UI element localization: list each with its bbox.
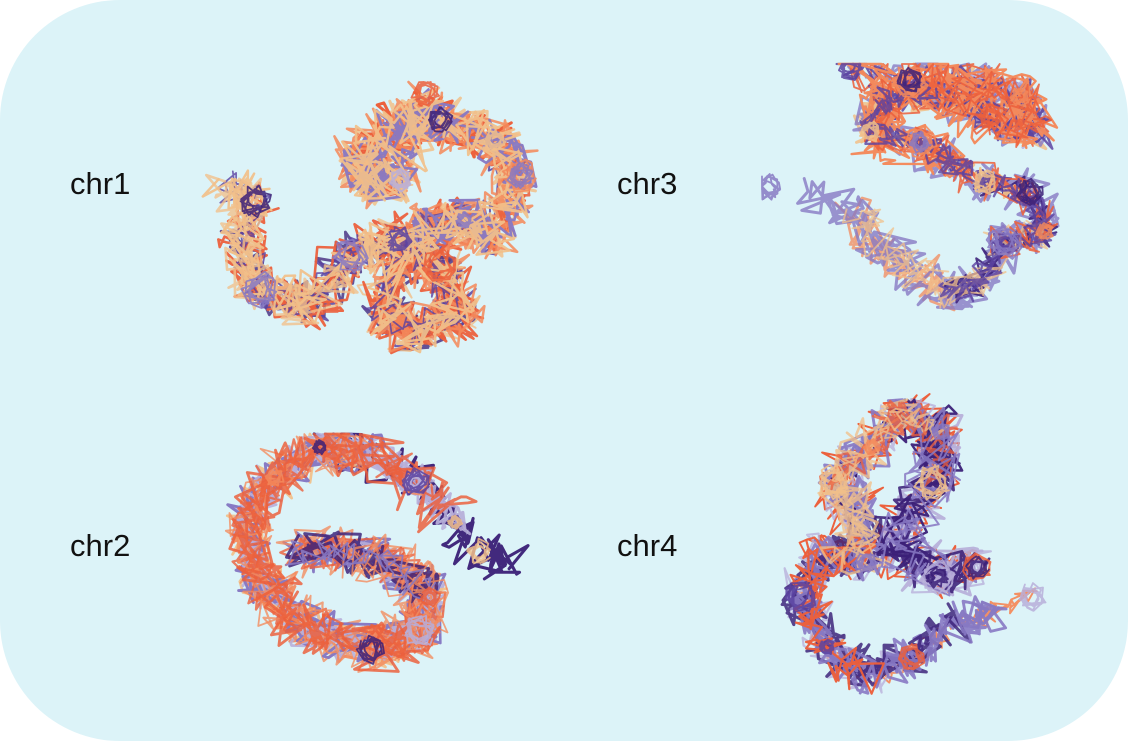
chromatin-globule xyxy=(428,106,454,133)
chr4-3d-structure xyxy=(780,393,1047,695)
chromatin-globule xyxy=(1009,87,1029,107)
chromatin-globule xyxy=(1018,582,1047,612)
chromatin-globule xyxy=(388,167,412,193)
chromatin-globule xyxy=(419,586,441,608)
chromatin-globule xyxy=(761,173,782,201)
chromatin-globule xyxy=(311,439,327,456)
chromatin-globule xyxy=(264,467,285,487)
chromatin-globule xyxy=(862,438,881,456)
chromatin-globule xyxy=(785,580,816,613)
chr1-label: chr1 xyxy=(70,166,131,201)
chromatin-globule xyxy=(977,102,1004,131)
chromatin-globule xyxy=(355,634,385,665)
chromatin-globule xyxy=(421,247,457,283)
chromatin-globule xyxy=(466,537,491,565)
chromatin-globule xyxy=(506,161,535,190)
chromatin-fiber-strand xyxy=(875,414,962,597)
chr2-label: chr2 xyxy=(70,528,131,563)
chromatin-globule xyxy=(931,423,951,442)
chromatin-globule xyxy=(1035,222,1054,240)
chromatin-globule xyxy=(908,130,932,154)
chromatin-fiber-strand xyxy=(201,86,529,354)
chromatin-globule xyxy=(896,66,923,93)
chr3-3d-structure xyxy=(761,62,1060,312)
chr2-3d-structure xyxy=(224,432,530,673)
chromatin-globule xyxy=(925,567,949,589)
chromatin-fiber-strand xyxy=(285,538,437,603)
chromatin-globule xyxy=(854,553,877,573)
chromatin-globule xyxy=(903,125,938,160)
chromatin-globule xyxy=(859,120,881,143)
chromatin-globule xyxy=(410,81,440,107)
chromatin-globule xyxy=(239,184,272,218)
chromatin-globule xyxy=(1016,177,1044,206)
chromatin-globule xyxy=(985,224,1024,260)
chromatin-globule xyxy=(401,467,430,496)
chr1-3d-structure xyxy=(201,80,539,355)
chromatin-globule xyxy=(838,63,863,81)
chromatin-globule xyxy=(331,238,369,274)
chromatin-globule xyxy=(818,463,849,501)
chr3-label: chr3 xyxy=(617,166,678,201)
chromatin-globule xyxy=(483,129,507,152)
chr4-label: chr4 xyxy=(617,528,678,563)
chromatin-globule xyxy=(897,643,926,671)
chromatin-globule xyxy=(973,169,996,195)
chromatin-globule xyxy=(240,270,278,310)
chromatin-fiber-strand xyxy=(228,432,478,673)
chromatin-globule xyxy=(913,463,950,501)
chromatin-globule xyxy=(446,514,464,530)
chromatin-globule xyxy=(456,211,474,229)
chromatin-globule xyxy=(818,638,835,655)
chromatin-globule xyxy=(387,226,413,252)
chromatin-globule xyxy=(965,555,990,580)
chromatin-globule xyxy=(404,614,435,646)
